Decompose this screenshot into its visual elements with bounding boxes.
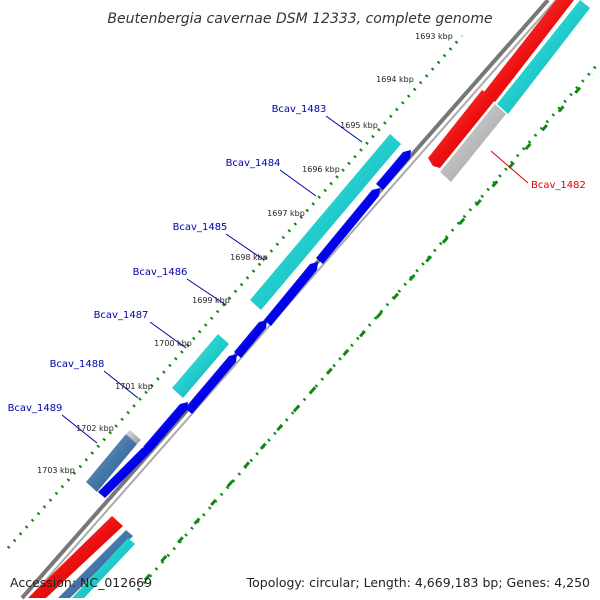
- gene-label-leader: [225, 233, 265, 261]
- tick-label: 1703 kbp: [37, 466, 75, 475]
- cds-feature-bcav-1487[interactable]: [185, 354, 237, 414]
- cds-feature-bcav-1483[interactable]: [376, 150, 411, 190]
- gene-label[interactable]: Bcav_1482: [531, 180, 586, 191]
- tick-label: 1696 kbp: [302, 165, 340, 174]
- red-feature-bcav-1482[interactable]: [428, 90, 495, 168]
- cds-feature-bcav-1484[interactable]: [316, 188, 380, 264]
- outer-tick-ring: [6, 35, 464, 549]
- gene-label-leader: [149, 321, 187, 349]
- red-feature-bottom-left[interactable]: [28, 516, 123, 598]
- gene-label-leader: [103, 370, 139, 399]
- cyan-feature-bottom-left[interactable]: [72, 538, 135, 598]
- cds-feature-bcav-1485[interactable]: [264, 262, 318, 326]
- map-title: Beutenbergia cavernae DSM 12333, complet…: [107, 11, 492, 27]
- steel-feature-bottom-left[interactable]: [58, 530, 133, 598]
- inner-major-ticks: [143, 73, 594, 581]
- grey-feature-bcav-1482[interactable]: [440, 104, 506, 182]
- rna-feature-bcav-1483[interactable]: [250, 134, 401, 310]
- gene-label-leader: [279, 169, 317, 197]
- grey-feature-bcav-1489-tail[interactable]: [126, 430, 141, 444]
- steel-feature-bcav-1489[interactable]: [86, 434, 137, 492]
- gene-label[interactable]: Bcav_1488: [50, 359, 105, 370]
- red-feature-top-right-1[interactable]: [484, 0, 574, 102]
- gene-label-leader: [186, 278, 227, 306]
- gene-label[interactable]: Bcav_1487: [94, 310, 149, 321]
- tick-label: 1695 kbp: [340, 121, 378, 130]
- cds-feature-bcav-1486[interactable]: [234, 320, 267, 358]
- feature-track: [28, 0, 590, 598]
- accession-label: Accession: NC_012669: [10, 575, 153, 590]
- gene-label[interactable]: Bcav_1486: [133, 267, 188, 278]
- gene-label-leader: [61, 414, 98, 444]
- gene-label[interactable]: Bcav_1483: [272, 104, 327, 115]
- tick-label: 1694 kbp: [376, 75, 414, 84]
- genome-summary: Topology: circular; Length: 4,669,183 bp…: [246, 575, 590, 590]
- tick-label: 1698 kbp: [230, 253, 268, 262]
- cds-feature-bcav-1488[interactable]: [143, 402, 188, 453]
- tick-label: 1702 kbp: [76, 424, 114, 433]
- tick-label: 1693 kbp: [415, 32, 453, 41]
- gene-label-leader: [490, 150, 529, 184]
- tick-label: 1699 kbp: [192, 296, 230, 305]
- rna-feature-bcav-1487[interactable]: [172, 334, 229, 398]
- cds-feature-bcav-1489[interactable]: [98, 446, 150, 498]
- gene-label[interactable]: Bcav_1484: [226, 158, 281, 169]
- gene-labels: Bcav_1482 Bcav_1483 Bcav_1484 Bcav_1485 Bcav…: [8, 104, 586, 444]
- tick-label: 1697 kbp: [267, 209, 305, 218]
- tick-label: 1701 kbp: [115, 382, 153, 391]
- tick-labels: 1693 kbp 1694 kbp 1695 kbp 1696 kbp 1697 kbp…: [37, 32, 453, 475]
- gene-label[interactable]: Bcav_1489: [8, 403, 63, 414]
- cyan-feature-top-right[interactable]: [497, 0, 590, 114]
- tick-label: 1700 kbp: [154, 339, 192, 348]
- gene-label[interactable]: Bcav_1485: [173, 222, 228, 233]
- gene-label-leader: [325, 115, 363, 143]
